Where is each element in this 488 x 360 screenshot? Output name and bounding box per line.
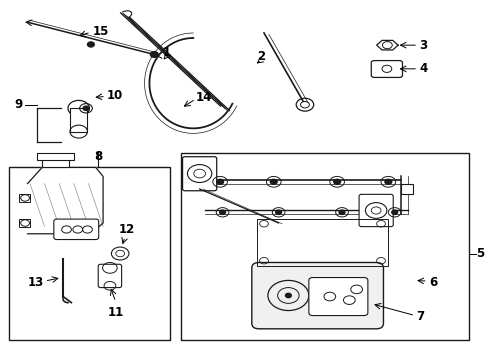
FancyBboxPatch shape xyxy=(251,262,383,329)
FancyBboxPatch shape xyxy=(98,264,122,288)
Circle shape xyxy=(219,210,225,215)
Circle shape xyxy=(87,42,94,47)
Circle shape xyxy=(338,210,344,215)
Bar xyxy=(37,153,74,160)
Circle shape xyxy=(150,51,158,57)
Text: 8: 8 xyxy=(94,150,102,163)
Text: 3: 3 xyxy=(418,39,427,52)
Bar xyxy=(256,220,387,266)
Bar xyxy=(9,167,170,339)
Circle shape xyxy=(216,179,223,184)
Bar xyxy=(19,194,30,202)
Polygon shape xyxy=(27,167,103,234)
FancyBboxPatch shape xyxy=(54,219,99,239)
Text: 10: 10 xyxy=(107,89,123,102)
FancyBboxPatch shape xyxy=(370,60,402,77)
Text: 1: 1 xyxy=(162,46,170,59)
Bar xyxy=(400,184,412,194)
Circle shape xyxy=(333,179,340,184)
Bar xyxy=(42,158,69,167)
FancyBboxPatch shape xyxy=(308,278,367,316)
Text: 11: 11 xyxy=(107,306,123,319)
Bar xyxy=(19,220,30,226)
Circle shape xyxy=(285,293,291,298)
Bar xyxy=(181,153,468,339)
Text: 6: 6 xyxy=(428,276,436,289)
Text: 14: 14 xyxy=(195,91,212,104)
Text: 2: 2 xyxy=(257,50,265,63)
Text: 9: 9 xyxy=(14,98,22,111)
Text: 12: 12 xyxy=(118,222,134,235)
Text: 4: 4 xyxy=(418,62,427,75)
FancyBboxPatch shape xyxy=(358,194,392,226)
Circle shape xyxy=(275,210,281,215)
Bar xyxy=(70,108,87,132)
Text: 5: 5 xyxy=(475,247,484,260)
Text: 15: 15 xyxy=(92,25,108,38)
Text: 7: 7 xyxy=(415,310,424,324)
Text: 13: 13 xyxy=(27,276,43,289)
Circle shape xyxy=(384,179,391,184)
Circle shape xyxy=(270,179,277,184)
Circle shape xyxy=(391,210,397,215)
FancyBboxPatch shape xyxy=(182,157,216,191)
Circle shape xyxy=(83,106,89,111)
